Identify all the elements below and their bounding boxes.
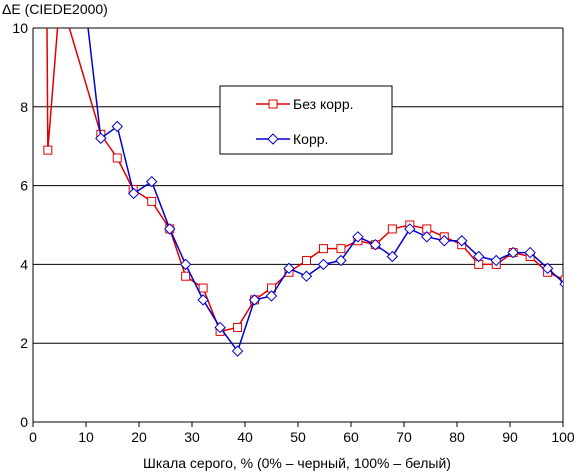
data-point-s2-16 xyxy=(335,254,347,267)
x-tick-label-0: 0 xyxy=(29,429,37,445)
data-point-s2-18 xyxy=(369,238,382,251)
data-point-s1-2 xyxy=(43,145,53,155)
x-tick-label-60: 60 xyxy=(343,429,359,445)
data-point-s2-9 xyxy=(214,321,226,334)
series-1 xyxy=(43,28,563,336)
data-point-s2-8 xyxy=(197,294,209,306)
grid-lines xyxy=(33,27,563,344)
y-tick-label-0: 0 xyxy=(20,414,28,430)
legend-marker-1 xyxy=(268,99,278,109)
data-point-s2-23 xyxy=(456,235,468,247)
data-point-s2-29 xyxy=(559,280,563,288)
y-tick-label-4: 4 xyxy=(20,256,28,272)
data-point-s2-15 xyxy=(317,258,330,271)
data-point-s1-7 xyxy=(147,196,157,206)
data-point-s1-17 xyxy=(318,244,328,254)
data-point-s2-25 xyxy=(490,254,502,267)
data-point-s2-6 xyxy=(164,223,176,235)
data-point-s1-12 xyxy=(233,322,243,332)
data-point-s2-7 xyxy=(179,258,192,271)
legend-box xyxy=(219,85,393,155)
x-axis-title: Шкала серого, % (0% – черный, 100% – бел… xyxy=(143,455,451,471)
data-point-s1-10 xyxy=(198,283,208,293)
data-point-s2-27 xyxy=(524,246,536,259)
y-tick-label-6: 6 xyxy=(20,178,28,194)
data-point-s2-24 xyxy=(473,250,485,263)
series-line-1 xyxy=(46,28,563,333)
x-tick-label-30: 30 xyxy=(184,429,200,445)
data-point-s2-14 xyxy=(300,270,313,282)
x-tick-label-10: 10 xyxy=(78,429,94,445)
y-tick-label-2: 2 xyxy=(20,335,28,351)
data-point-s2-4 xyxy=(127,187,140,200)
y-axis-title: ΔE (CIEDE2000) xyxy=(2,1,108,17)
legend-marker-2 xyxy=(267,133,279,145)
y-tick-label-8: 8 xyxy=(20,99,28,115)
x-tick-label-100: 100 xyxy=(551,429,574,445)
data-point-s2-2 xyxy=(95,132,107,145)
data-point-s2-21 xyxy=(421,231,433,243)
x-tick-label-20: 20 xyxy=(131,429,147,445)
data-point-s2-11 xyxy=(248,294,261,306)
x-tick-label-90: 90 xyxy=(502,429,518,445)
x-tick-label-80: 80 xyxy=(449,429,465,445)
y-tick-label-10: 10 xyxy=(12,20,28,36)
data-point-s2-19 xyxy=(386,250,399,263)
data-point-s2-20 xyxy=(404,223,416,235)
data-point-s1-5 xyxy=(112,153,122,163)
data-point-s1-21 xyxy=(387,224,397,234)
series-line-2 xyxy=(87,28,563,352)
x-tick-label-70: 70 xyxy=(396,429,412,445)
axes xyxy=(32,28,564,427)
data-point-s2-3 xyxy=(111,120,123,133)
series-layer xyxy=(43,28,563,357)
data-point-s2-22 xyxy=(438,235,450,247)
data-point-s2-5 xyxy=(146,175,158,188)
data-point-s2-17 xyxy=(352,231,364,243)
series-2 xyxy=(87,28,563,357)
data-point-s2-13 xyxy=(283,262,295,275)
data-point-s2-10 xyxy=(231,345,244,357)
legend-label-1: Без корр. xyxy=(293,96,354,112)
x-tick-label-50: 50 xyxy=(290,429,306,445)
legend-label-2: Корр. xyxy=(293,131,328,147)
data-point-s2-12 xyxy=(265,290,278,302)
data-point-s1-18 xyxy=(336,244,346,254)
x-tick-label-40: 40 xyxy=(237,429,253,445)
legend: Без корр. Корр. xyxy=(219,85,393,155)
data-point-s1-16 xyxy=(301,255,311,265)
data-point-s2-28 xyxy=(541,262,554,275)
data-point-s2-26 xyxy=(507,246,519,259)
data-point-s1-9 xyxy=(181,271,191,281)
